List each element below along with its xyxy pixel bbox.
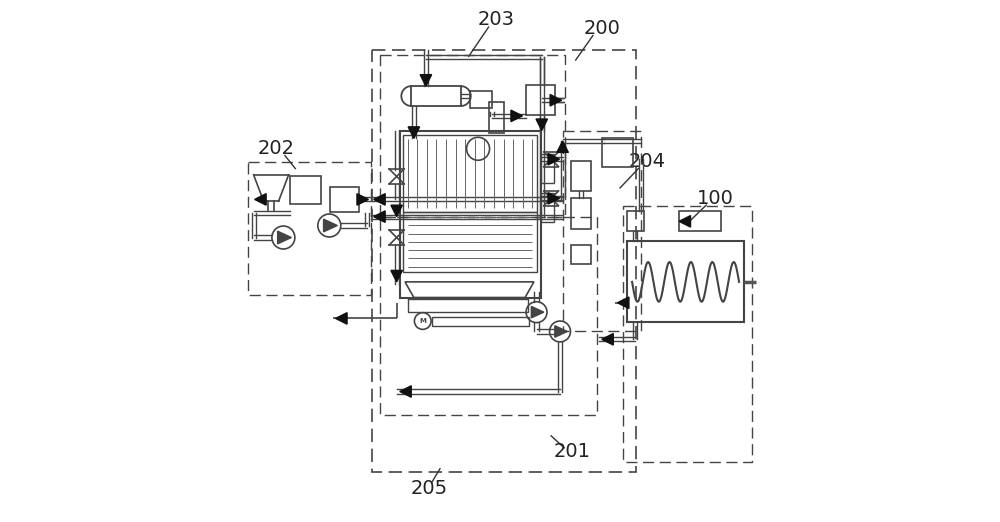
Bar [403, 135, 537, 212]
Bar [563, 130, 641, 331]
Polygon shape [550, 94, 562, 106]
Bar [571, 245, 591, 264]
Text: 200: 200 [583, 19, 620, 38]
Bar [571, 161, 591, 191]
Bar [408, 299, 528, 312]
Polygon shape [557, 141, 568, 152]
Polygon shape [391, 270, 402, 282]
Polygon shape [255, 194, 266, 205]
Polygon shape [555, 326, 567, 337]
Bar [403, 212, 537, 272]
Bar [290, 176, 321, 204]
Polygon shape [548, 153, 560, 165]
Bar [627, 241, 744, 322]
Text: M: M [419, 318, 426, 324]
Polygon shape [420, 75, 432, 86]
Polygon shape [278, 231, 291, 244]
Text: 100: 100 [697, 189, 734, 208]
Polygon shape [531, 306, 544, 318]
Bar [380, 217, 597, 415]
Bar [400, 130, 541, 298]
Bar [411, 86, 461, 106]
Text: 204: 204 [629, 152, 666, 171]
Polygon shape [408, 127, 420, 138]
Bar [372, 50, 636, 472]
Text: 205: 205 [411, 479, 448, 497]
Text: 201: 201 [554, 442, 591, 461]
Bar [526, 85, 555, 115]
Text: 202: 202 [258, 139, 295, 158]
Bar [432, 317, 529, 326]
Bar [623, 206, 752, 462]
Polygon shape [357, 194, 368, 205]
Bar [330, 187, 359, 212]
Bar [248, 162, 371, 295]
Polygon shape [374, 211, 385, 222]
Polygon shape [511, 110, 522, 122]
Bar [541, 193, 554, 222]
Bar [380, 55, 565, 217]
Polygon shape [602, 334, 613, 345]
Polygon shape [536, 119, 548, 130]
Text: 203: 203 [477, 10, 514, 29]
Polygon shape [336, 313, 347, 324]
Bar [602, 138, 633, 167]
Polygon shape [374, 194, 385, 205]
Bar [489, 102, 504, 133]
Bar [571, 198, 591, 229]
Polygon shape [400, 386, 411, 397]
Bar [470, 91, 492, 108]
Bar [541, 154, 554, 183]
Bar [627, 211, 644, 231]
Bar [679, 211, 721, 231]
Polygon shape [679, 216, 691, 227]
Polygon shape [617, 297, 629, 309]
Polygon shape [324, 219, 337, 232]
Polygon shape [391, 205, 402, 217]
Polygon shape [548, 193, 560, 204]
